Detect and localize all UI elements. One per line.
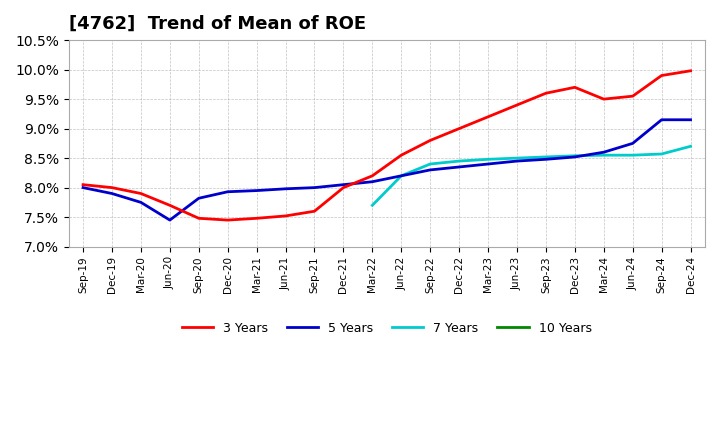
Legend: 3 Years, 5 Years, 7 Years, 10 Years: 3 Years, 5 Years, 7 Years, 10 Years xyxy=(177,316,597,340)
Text: [4762]  Trend of Mean of ROE: [4762] Trend of Mean of ROE xyxy=(68,15,366,33)
